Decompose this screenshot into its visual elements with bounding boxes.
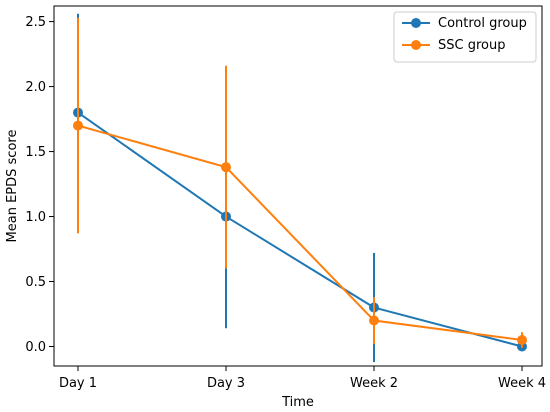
y-tick-label-2: 1.0 [25, 210, 46, 225]
y-axis-title: Mean EPDS score [5, 130, 20, 243]
y-tick-label-3: 1.5 [25, 145, 46, 160]
x-tick-label-0: Day 1 [59, 376, 97, 391]
series-line-1 [77, 124, 523, 341]
data-point-1-2 [369, 315, 379, 326]
y-tick-label-0: 0.0 [25, 340, 46, 355]
legend-label-control: Control group [438, 16, 527, 31]
series-1 [73, 17, 527, 348]
series-0 [73, 13, 527, 363]
ticks: 0.0 0.5 1.0 1.5 2.0 2.5 Day 1 Day 3 Week 2 Week 4 [25, 15, 546, 391]
legend-box [393, 11, 537, 63]
y-tick-label-4: 2.0 [25, 80, 46, 95]
x-axis-title: Time [281, 395, 314, 410]
legend-label-ssc: SSC group [438, 38, 505, 53]
x-tick-label-3: Week 4 [498, 376, 546, 391]
legend-marker-ssc-dot [411, 40, 421, 50]
y-tick-label-5: 2.5 [25, 15, 46, 30]
axes [53, 5, 543, 367]
legend-marker-control-dot [411, 18, 421, 28]
series-line-0 [77, 111, 523, 348]
data-point-1-3 [517, 335, 527, 346]
legend: Control group SSC group [393, 11, 537, 63]
data-point-1-0 [73, 120, 83, 131]
x-tick-label-1: Day 3 [207, 376, 245, 391]
plot-frame [53, 5, 543, 367]
data-point-1-1 [221, 162, 231, 173]
x-tick-label-2: Week 2 [350, 376, 398, 391]
series [73, 13, 527, 363]
y-tick-label-1: 0.5 [25, 275, 46, 290]
